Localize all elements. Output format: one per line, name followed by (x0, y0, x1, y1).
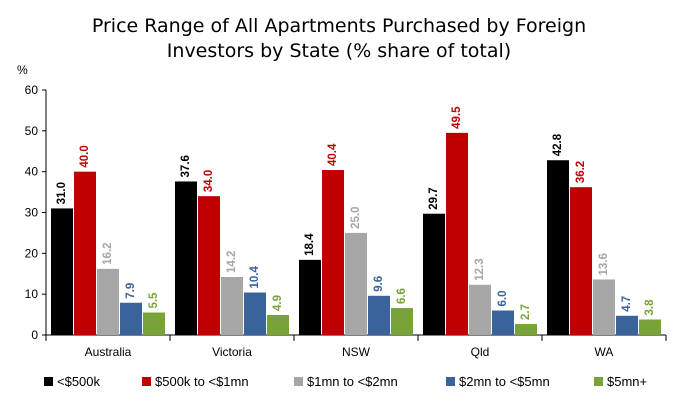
legend-swatch (594, 377, 603, 386)
bar (570, 187, 592, 335)
x-tick-label: Australia (85, 345, 132, 359)
bar (515, 323, 537, 335)
bar (547, 160, 569, 335)
bar (143, 312, 165, 335)
legend-swatch (294, 377, 303, 386)
x-tick-label: Victoria (212, 345, 252, 359)
bar (299, 259, 321, 335)
bar (593, 279, 615, 335)
data-label: 42.8 (552, 133, 564, 156)
data-label: 31.0 (56, 182, 68, 204)
y-tick-label: 10 (25, 287, 39, 301)
data-label: 18.4 (304, 233, 316, 256)
data-label: 36.2 (575, 161, 587, 183)
legend-label: $1mn to <$2mn (307, 374, 398, 389)
bar (267, 314, 289, 335)
legend-item: $500k to <$1mn (142, 374, 249, 389)
bar (244, 292, 266, 335)
data-label: 40.0 (79, 145, 91, 167)
y-tick-label: 0 (31, 328, 38, 342)
bar (175, 181, 197, 335)
data-label: 49.5 (451, 106, 463, 129)
bar (492, 310, 514, 335)
legend-item: $1mn to <$2mn (294, 374, 398, 389)
data-label: 37.6 (180, 155, 192, 177)
legend-label: $2mn to <$5mn (459, 374, 550, 389)
x-tick-label: NSW (342, 345, 371, 359)
bar (616, 315, 638, 335)
bar (74, 171, 96, 335)
data-label: 25.0 (350, 207, 362, 229)
legend-item: $5mn+ (594, 374, 647, 389)
bar (198, 196, 220, 335)
bar (446, 132, 468, 335)
chart-title: Price Range of All Apartments Purchased … (0, 14, 678, 64)
bar (51, 208, 73, 335)
data-label: 3.8 (644, 299, 656, 316)
chart-legend: <$500k $500k to <$1mn $1mn to <$2mn $2mn to… (0, 374, 678, 396)
data-label: 5.5 (148, 292, 160, 309)
data-label: 16.2 (102, 242, 114, 264)
y-tick-label: 40 (25, 165, 39, 179)
data-label: 6.6 (396, 288, 408, 304)
bar (423, 213, 445, 335)
bar (345, 232, 367, 335)
data-label: 10.4 (249, 266, 261, 289)
legend-swatch (142, 377, 151, 386)
data-label: 29.7 (428, 187, 440, 209)
bar (639, 319, 661, 335)
bar (322, 170, 344, 335)
legend-item: <$500k (44, 374, 100, 389)
data-label: 2.7 (520, 304, 532, 320)
legend-label: $5mn+ (607, 374, 648, 389)
y-tick-label: 30 (25, 206, 39, 220)
legend-swatch (44, 377, 53, 386)
bar (469, 284, 491, 335)
bar (221, 277, 243, 335)
y-tick-label: 50 (25, 124, 39, 138)
data-label: 4.7 (621, 296, 633, 312)
legend-label: $500k to <$1mn (155, 374, 249, 389)
y-tick-label: 20 (25, 246, 39, 260)
data-label: 13.6 (598, 253, 610, 275)
data-label: 7.9 (125, 283, 137, 299)
data-label: 12.3 (474, 258, 486, 280)
bar (368, 295, 390, 335)
data-label: 9.6 (373, 276, 385, 292)
data-label: 4.9 (272, 295, 284, 311)
chart-title-line-1: Price Range of All Apartments Purchased … (91, 15, 587, 37)
data-label: 34.0 (203, 170, 215, 192)
chart-title-line-2: Investors by State (% share of total) (166, 40, 512, 62)
bar (97, 268, 119, 335)
data-label: 6.0 (497, 291, 509, 307)
legend-label: <$500k (57, 374, 101, 389)
bar (391, 308, 413, 335)
y-axis-unit-label: % (17, 63, 28, 77)
legend-swatch (446, 377, 455, 386)
legend-item: $2mn to <$5mn (446, 374, 550, 389)
y-tick-label: 60 (25, 83, 39, 97)
data-label: 14.2 (226, 251, 238, 273)
bar (120, 302, 142, 335)
x-tick-label: Qld (471, 345, 490, 359)
data-label: 40.4 (327, 143, 339, 166)
x-tick-label: WA (595, 345, 614, 359)
